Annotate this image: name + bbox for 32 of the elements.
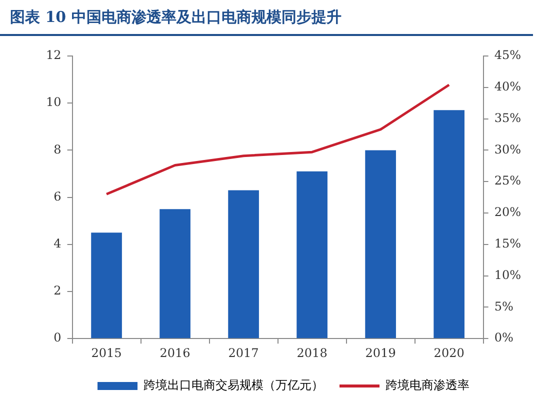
bar <box>160 209 190 338</box>
y2-tick-label: 35% <box>494 110 521 125</box>
y2-tick-label: 20% <box>494 205 521 220</box>
bar <box>296 171 328 338</box>
x-tick-label: 2019 <box>365 346 396 360</box>
y2-tick-label: 45% <box>494 48 521 62</box>
x-tick-label: 2015 <box>91 346 122 360</box>
y-tick-label: 6 <box>54 189 62 204</box>
chart-title: 图表 10 中国电商渗透率及出口电商规模同步提升 <box>0 0 533 36</box>
y-tick-label: 4 <box>54 236 62 251</box>
y2-tick-label: 15% <box>494 236 521 251</box>
y2-tick-label: 30% <box>494 142 521 156</box>
y-tick-label: 8 <box>54 142 62 156</box>
y2-tick-label: 25% <box>494 174 521 188</box>
legend-label: 跨境电商渗透率 <box>386 378 470 392</box>
y2-tick-label: 5% <box>494 299 514 314</box>
x-tick-label: 2018 <box>296 346 328 360</box>
y2-tick-label: 40% <box>494 80 521 94</box>
x-tick-label: 2020 <box>434 346 464 360</box>
y-tick-label: 10 <box>46 95 62 110</box>
y2-tick-label: 0% <box>494 330 514 345</box>
x-tick-label: 2016 <box>160 346 190 360</box>
x-tick-label: 2017 <box>228 346 259 360</box>
bar <box>91 232 122 338</box>
bar <box>228 190 259 338</box>
bar <box>365 150 396 338</box>
y-tick-label: 12 <box>46 48 62 62</box>
bar <box>434 110 464 338</box>
y-tick-label: 2 <box>54 284 62 298</box>
legend-label: 跨境出口电商交易规模（万亿元） <box>144 378 324 392</box>
y2-tick-label: 10% <box>494 268 521 282</box>
y-tick-label: 0 <box>54 330 62 345</box>
